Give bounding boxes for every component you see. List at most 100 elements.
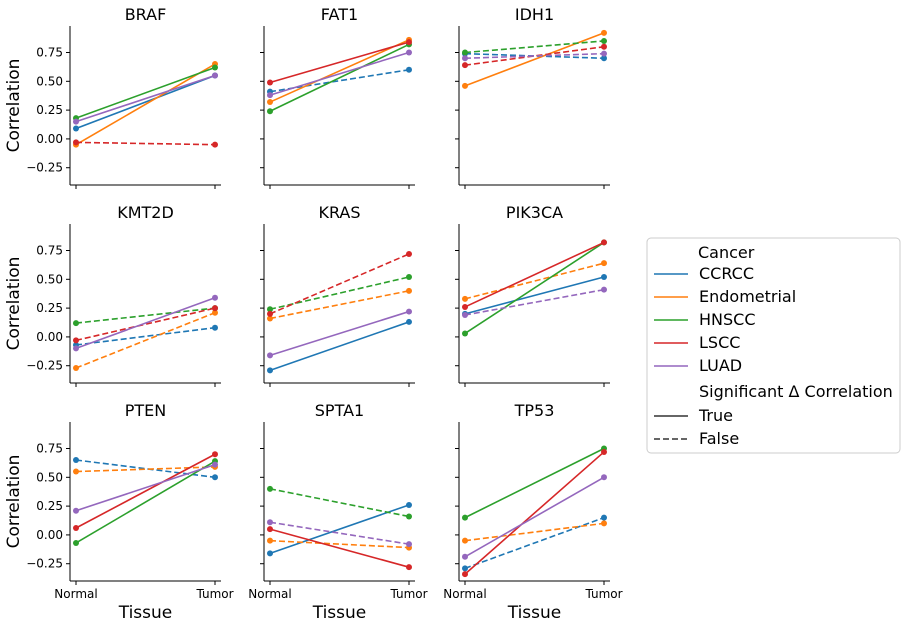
data-point-lscc [462,571,468,578]
data-point-lscc [267,79,273,86]
series-line-luad [75,74,216,123]
data-point-ccrcc [406,501,412,508]
series-line-hnscc [75,66,216,119]
data-point-luad [73,345,79,352]
x-axis-label: Tissue [118,603,173,623]
data-point-luad [212,72,218,79]
data-point-lscc [601,43,607,50]
series-line-luad [464,288,605,316]
series-line-luad [269,51,410,96]
y-axis-label: Correlation [4,455,24,549]
panel-spta1: SPTA1 Normal Tumor Tissue [248,401,427,623]
series-line-hnscc [464,447,605,519]
x-axis-label: Tissue [507,603,562,623]
series-line-luad [269,310,410,357]
data-point-ccrcc [212,474,218,481]
y-tick-label: −0.25 [26,557,63,571]
legend-label-endometrial: Endometrial [699,287,796,306]
series-line-luad [464,476,605,558]
data-point-hnscc [406,274,412,280]
series-line-ccrcc [269,321,410,372]
data-point-luad [73,507,79,514]
data-point-lscc [601,239,607,246]
y-tick-label: 0.75 [36,244,63,258]
y-tick-label: 0.00 [36,528,63,542]
data-point-lscc [73,139,79,146]
panel-kras: KRAS [260,203,415,387]
series-line-lscc [269,253,410,315]
data-point-luad [212,461,218,468]
x-axis-label: Tissue [312,603,367,623]
data-point-luad [406,49,412,56]
x-tick-label: Tumor [195,587,233,601]
legend-hue-title: Cancer [698,243,755,262]
data-point-luad [462,553,468,560]
series-line-hnscc [464,241,605,335]
data-point-hnscc [462,330,468,337]
series-line-lscc [464,45,605,66]
data-point-lscc [212,451,218,458]
data-point-ccrcc [601,514,607,521]
panel-title: KMT2D [117,203,174,222]
data-point-lscc [73,337,79,344]
data-point-lscc [406,250,412,257]
panel-title: PTEN [125,401,167,420]
y-tick-label: 0.00 [36,330,63,344]
data-point-ccrcc [267,550,273,557]
series-line-lscc [75,453,216,529]
legend-label-luad: LUAD [699,356,742,375]
data-point-luad [212,294,218,301]
data-point-endometrial [267,99,273,106]
legend-style-entries: True False [654,406,739,448]
series-line-ccrcc [75,459,216,479]
series-line-luad [464,52,605,60]
data-point-luad [406,308,412,315]
data-point-endometrial [601,260,607,267]
panel-title: TP53 [514,401,555,420]
data-point-ccrcc [601,55,607,62]
y-tick-label: 0.25 [36,301,63,315]
data-point-luad [601,286,607,293]
series-line-lscc [75,307,216,342]
series-line-endometrial [464,522,605,542]
legend-label-lscc: LSCC [699,333,740,352]
series-line-lscc [464,241,605,308]
data-point-lscc [267,526,273,533]
panel-grid: BRAF0.750.500.250.00−0.25CorrelationFAT1… [4,5,623,623]
data-point-lscc [462,62,468,69]
data-point-ccrcc [212,324,218,331]
data-point-hnscc [267,108,273,115]
series-line-lscc [75,141,216,146]
x-tick-label: Normal [54,587,97,601]
y-tick-label: 0.75 [36,46,63,60]
series-line-endometrial [464,262,605,300]
data-point-hnscc [73,320,79,327]
y-tick-label: 0.25 [36,499,63,513]
y-tick-label: 0.50 [36,74,63,88]
series-line-luad [269,521,410,545]
data-point-hnscc [73,539,79,546]
data-point-luad [601,50,607,57]
data-point-luad [267,92,273,99]
series-line-hnscc [464,40,605,54]
x-tick-label: Tumor [584,587,622,601]
data-point-ccrcc [267,367,273,374]
data-point-ccrcc [73,125,79,132]
x-tick-label: Normal [248,587,291,601]
panel-title: FAT1 [321,5,358,24]
y-tick-label: 0.00 [36,132,63,146]
series-line-hnscc [75,307,216,324]
series-line-endometrial [269,539,410,549]
series-line-endometrial [464,32,605,87]
data-point-endometrial [267,315,273,322]
panel-fat1: FAT1 [260,5,415,189]
data-point-hnscc [601,37,607,44]
data-point-endometrial [73,365,79,372]
data-point-hnscc [462,514,468,521]
panel-title: PIK3CA [506,203,563,222]
data-point-hnscc [462,49,468,56]
data-point-hnscc [212,64,218,71]
data-point-endometrial [462,82,468,89]
